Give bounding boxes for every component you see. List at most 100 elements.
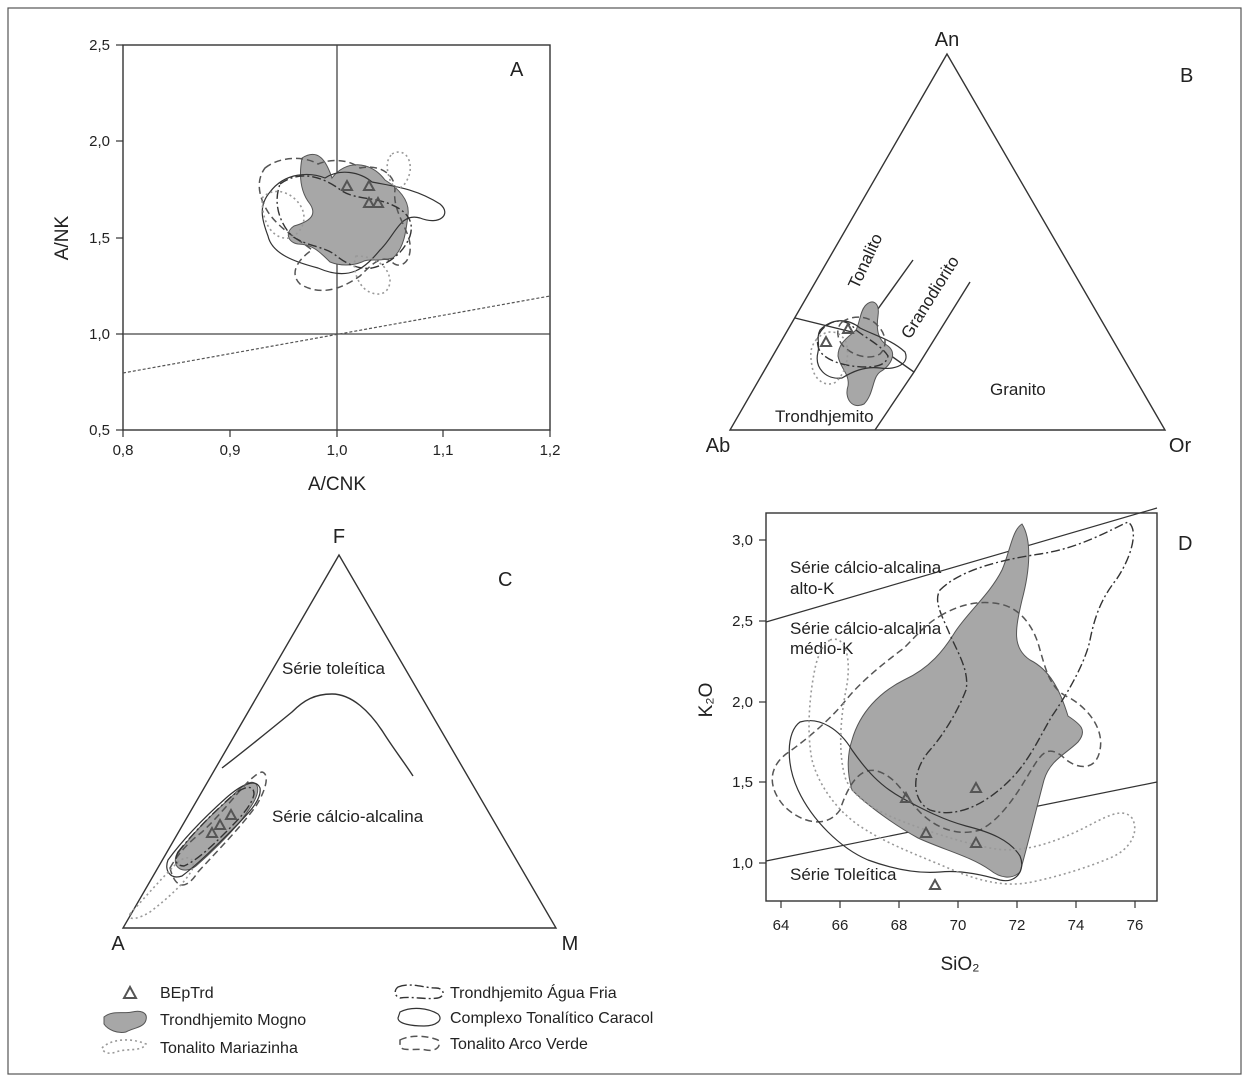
panel-d-xtick-label: 66 <box>832 917 849 934</box>
panel-a-yticks: 2,5 2,0 1,5 1,0 0,5 <box>89 37 123 439</box>
legend-caracol-symbol <box>397 1007 441 1027</box>
panel-a-xtick-label: 1,2 <box>540 442 561 459</box>
panel-d-beptrd-point <box>928 877 942 890</box>
legend-item-caracol: Complexo Tonalítico Caracol <box>397 1007 653 1027</box>
panel-a-beptrd-point <box>362 195 376 208</box>
panel-d-xtick-label: 74 <box>1068 917 1085 934</box>
panel-d-plot-frame <box>765 512 1158 902</box>
panel-b-left-label: Ab <box>706 435 730 457</box>
panel-a-xticks: 0,8 0,9 1,0 1,1 1,2 <box>113 430 561 459</box>
panel-c-caracol-contour <box>166 782 261 878</box>
panel-a-aguafria-contour <box>276 175 412 269</box>
legend-beptrd-symbol <box>122 984 138 999</box>
legend-item-beptrd: BEpTrd <box>122 984 214 1002</box>
panel-d-ytick-label: 1,5 <box>732 774 753 791</box>
panel-a-beptrd-markers <box>340 178 385 208</box>
panel-a: 2,5 2,0 1,5 1,0 0,5 0,8 0,9 1,0 1,1 1,2 … <box>52 37 560 495</box>
panel-a-arcoverde-contour <box>258 157 411 292</box>
panel-c-aguafria-contour <box>175 786 255 867</box>
panel-a-beptrd-point <box>362 178 376 191</box>
panel-d-ylabel: K₂O <box>696 683 717 718</box>
panel-d-mediok-label-line1: Série cálcio-alcalina <box>790 619 942 638</box>
panel-d-aguafria-contour <box>915 521 1135 814</box>
legend-item-arcoverde: Tonalito Arco Verde <box>399 1035 588 1053</box>
legend: BEpTrd Trondhjemito Mogno Tonalito Maria… <box>101 983 653 1057</box>
panel-b-right-label: Or <box>1169 435 1192 457</box>
legend-aguafria-symbol <box>394 984 444 1000</box>
panel-c-beptrd-point <box>205 825 219 838</box>
panel-b-beptrd-point <box>841 321 855 334</box>
panel-d-xtick-label: 76 <box>1127 917 1144 934</box>
legend-mariazinha-symbol <box>101 1039 148 1054</box>
panel-a-xtick-label: 1,0 <box>327 442 348 459</box>
panel-d-altok-label-line1: Série cálcio-alcalina <box>790 558 942 577</box>
panel-d-ytick-label: 2,0 <box>732 694 753 711</box>
panel-a-dashed-line <box>122 295 551 374</box>
panel-c-calcio-label: Série cálcio-alcalina <box>272 807 424 826</box>
panel-d-beptrd-point <box>969 835 983 848</box>
panel-c-beptrd-point <box>224 807 238 820</box>
panel-b-arcoverde-contour <box>837 316 886 358</box>
panel-d-title: D <box>1178 533 1192 555</box>
legend-beptrd-label: BEpTrd <box>160 985 214 1002</box>
panel-a-xtick-label: 1,1 <box>433 442 454 459</box>
legend-item-aguafria: Trondhjemito Água Fria <box>394 983 617 1002</box>
panel-c-beptrd-markers <box>205 807 238 838</box>
panel-b-aguafria-contour <box>816 320 889 368</box>
panel-c-right-label: M <box>562 933 579 955</box>
figure-border <box>7 7 1242 1075</box>
panel-c: F A M C Série toleítica Série cálcio-alc… <box>111 526 578 955</box>
panel-d-beptrd-markers <box>899 780 983 890</box>
legend-arcoverde-label: Tonalito Arco Verde <box>450 1036 588 1053</box>
legend-item-mariazinha: Tonalito Mariazinha <box>101 1039 298 1057</box>
panel-b-title: B <box>1180 65 1193 87</box>
panel-a-xtick-label: 0,9 <box>220 442 241 459</box>
panel-d-xlabel: SiO₂ <box>940 954 979 975</box>
panel-b-triangle <box>728 52 1167 431</box>
panel-d-beptrd-point <box>969 780 983 793</box>
panel-c-beptrd-point <box>213 817 227 830</box>
panel-a-ytick-label: 2,0 <box>89 133 110 150</box>
panel-a-ylabel: A/NK <box>52 216 73 261</box>
legend-mariazinha-label: Tonalito Mariazinha <box>160 1040 298 1057</box>
panel-d-caracol-contour <box>788 720 1023 882</box>
panel-c-tholeiitic-boundary <box>221 693 414 777</box>
panel-d-mogno-field <box>847 523 1083 878</box>
panel-d-xtick-label: 68 <box>891 917 908 934</box>
panel-d-highk-boundary <box>765 507 1158 623</box>
panel-d-xtick-label: 72 <box>1009 917 1026 934</box>
legend-aguafria-label: Trondhjemito Água Fria <box>450 983 617 1002</box>
panel-a-xtick-label: 0,8 <box>113 442 134 459</box>
panel-b: An Ab Or B Tonalito Granodiorito Granito… <box>706 29 1194 457</box>
panel-a-ytick-label: 2,5 <box>89 37 110 54</box>
panel-c-mariazinha-contour <box>129 857 194 920</box>
panel-a-title: A <box>510 59 524 81</box>
panel-b-beptrd-markers <box>819 321 855 347</box>
panel-d-toleitica-label: Série Toleítica <box>790 865 897 884</box>
panel-b-beptrd-point <box>819 334 833 347</box>
panel-b-caracol-contour <box>816 320 907 379</box>
panel-d-xtick-label: 70 <box>950 917 967 934</box>
panel-c-title: C <box>498 569 512 591</box>
panel-c-toleitica-label: Série toleítica <box>282 659 386 678</box>
legend-mogno-symbol <box>103 1010 147 1033</box>
panel-b-trondhjemito-label: Trondhjemito <box>775 407 874 426</box>
panel-c-arcoverde-contour <box>169 771 267 886</box>
panel-a-caracol-contour <box>261 171 446 275</box>
panel-b-granodiorito-label: Granodiorito <box>897 253 963 342</box>
panel-a-beptrd-point <box>371 195 385 208</box>
panel-c-apex-label: F <box>333 526 345 548</box>
panel-b-granito-label: Granito <box>990 380 1046 399</box>
panel-c-left-label: A <box>111 933 125 955</box>
panel-a-beptrd-point <box>340 178 354 191</box>
legend-arcoverde-symbol <box>399 1035 440 1052</box>
legend-item-mogno: Trondhjemito Mogno <box>103 1010 306 1033</box>
legend-mogno-label: Trondhjemito Mogno <box>160 1012 306 1029</box>
panel-c-triangle <box>121 553 558 929</box>
panel-a-ytick-label: 0,5 <box>89 422 110 439</box>
panel-d-beptrd-point <box>919 825 933 838</box>
panel-d-yticks: 3,0 2,5 2,0 1,5 1,0 <box>732 532 766 872</box>
panel-a-ytick-label: 1,5 <box>89 230 110 247</box>
panel-d: 3,0 2,5 2,0 1,5 1,0 64 66 68 70 72 74 76… <box>696 507 1192 975</box>
